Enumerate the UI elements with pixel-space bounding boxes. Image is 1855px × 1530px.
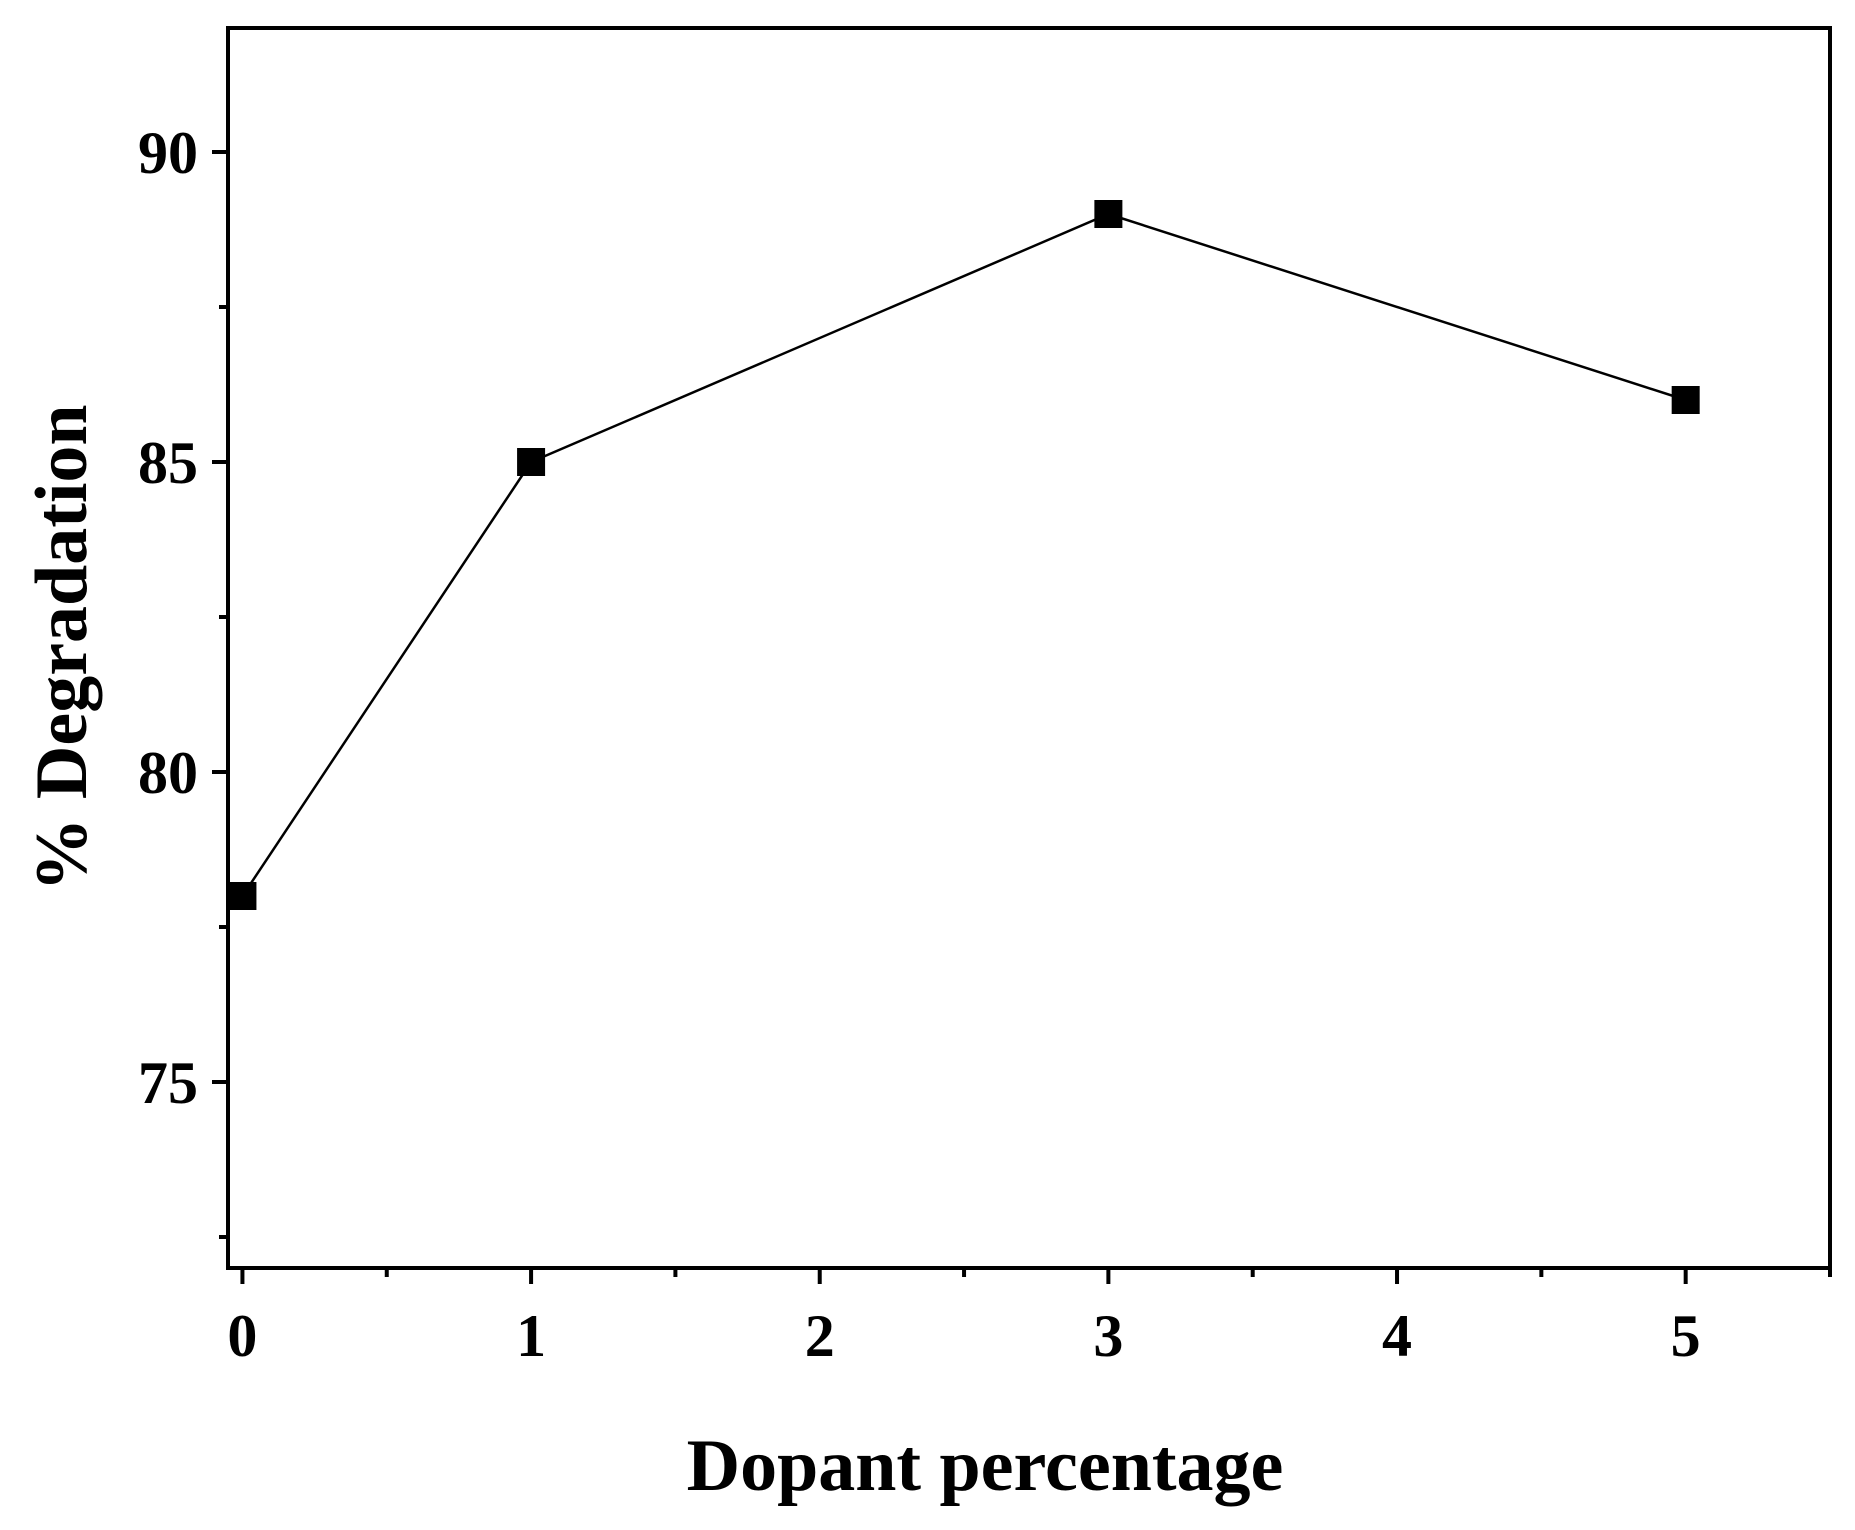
data-point-marker bbox=[1094, 200, 1123, 228]
series-markers bbox=[228, 200, 1700, 910]
y-tick-label: 85 bbox=[138, 430, 198, 496]
series-line bbox=[241, 212, 1687, 897]
x-tick-label: 0 bbox=[227, 1303, 257, 1369]
y-tick-label: 80 bbox=[138, 740, 198, 806]
plot-frame bbox=[226, 26, 1832, 1270]
data-point-marker bbox=[517, 448, 546, 476]
x-tick-label: 4 bbox=[1382, 1303, 1412, 1369]
x-tick-label: 1 bbox=[516, 1303, 546, 1369]
y-tick-label: 75 bbox=[138, 1050, 198, 1116]
x-axis-tick-labels: 0 1 2 3 4 5 bbox=[227, 1303, 1700, 1369]
x-tick-label: 3 bbox=[1093, 1303, 1123, 1369]
series-lines bbox=[241, 212, 1687, 897]
x-tick-label: 5 bbox=[1671, 1303, 1701, 1369]
y-tick-label: 90 bbox=[138, 120, 198, 186]
x-axis-ticks bbox=[240, 1268, 1832, 1284]
data-point-marker bbox=[1671, 386, 1700, 414]
y-axis-ticks bbox=[212, 150, 228, 1239]
data-point-marker bbox=[228, 882, 257, 910]
x-axis-title: Dopant percentage bbox=[687, 1425, 1284, 1507]
y-axis-title: % Degradation bbox=[21, 404, 103, 891]
y-axis-tick-labels: 75 80 85 90 bbox=[138, 120, 198, 1116]
x-tick-label: 2 bbox=[805, 1303, 835, 1369]
